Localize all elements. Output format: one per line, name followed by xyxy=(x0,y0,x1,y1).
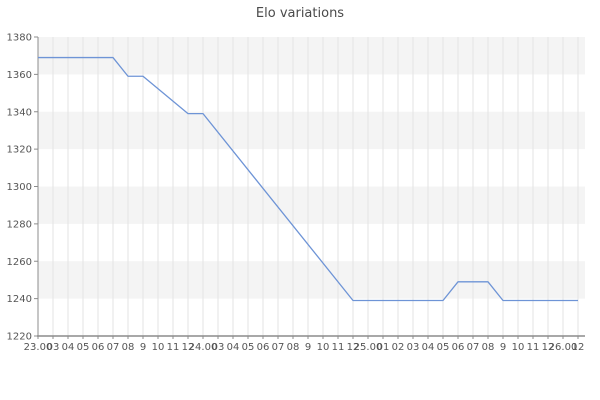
x-tick-label: 11 xyxy=(332,342,345,353)
y-tick-label: 1360 xyxy=(7,70,32,81)
x-tick-label: 04 xyxy=(62,342,75,353)
x-tick-label: 05 xyxy=(77,342,90,353)
elo-series-line xyxy=(38,56,578,302)
x-tick-label: 07 xyxy=(272,342,285,353)
y-tick-label: 1240 xyxy=(7,294,32,305)
y-tick-label: 1260 xyxy=(7,257,32,268)
x-tick-label: 02 xyxy=(392,342,405,353)
x-tick-label: 23.00 xyxy=(24,342,53,353)
y-tick-label: 1220 xyxy=(7,332,32,343)
x-tick-label: 12 xyxy=(542,342,555,353)
x-tick-label: 12 xyxy=(572,342,585,353)
x-tick-label: 03 xyxy=(212,342,225,353)
x-tick-label: 10 xyxy=(317,342,330,353)
x-tick-label: 05 xyxy=(437,342,450,353)
x-tick-label: 06 xyxy=(452,342,465,353)
row-band xyxy=(38,111,585,150)
x-tick-label: 25.00 xyxy=(354,342,383,353)
x-tick-label: 9 xyxy=(140,342,146,353)
x-tick-label: 26.00 xyxy=(549,342,578,353)
x-tick-label: 11 xyxy=(167,342,180,353)
x-tick-label: 9 xyxy=(500,342,506,353)
y-tick-label: 1340 xyxy=(7,107,32,118)
x-tick-label: 9 xyxy=(305,342,311,353)
row-band xyxy=(38,186,585,224)
x-tick-label: 07 xyxy=(107,342,120,353)
chart-title: Elo variations xyxy=(255,6,345,21)
x-tick-label: 05 xyxy=(242,342,255,353)
x-tick-label: 01 xyxy=(377,342,390,353)
x-tick-label: 04 xyxy=(422,342,435,353)
y-tick-label: 1380 xyxy=(7,33,32,44)
x-tick-label: 06 xyxy=(92,342,105,353)
x-tick-label: 08 xyxy=(287,342,300,353)
x-tick-label: 03 xyxy=(47,342,60,353)
x-tick-label: 08 xyxy=(482,342,495,353)
x-tick-label: 11 xyxy=(527,342,540,353)
y-tick-label: 1300 xyxy=(7,182,32,193)
row-band xyxy=(38,261,585,299)
x-tick-label: 10 xyxy=(512,342,525,353)
x-tick-label: 03 xyxy=(407,342,420,353)
x-tick-label: 24.00 xyxy=(189,342,218,353)
x-tick-label: 04 xyxy=(227,342,240,353)
x-tick-label: 06 xyxy=(257,342,270,353)
x-tick-label: 07 xyxy=(467,342,480,353)
y-tick-label: 1320 xyxy=(7,145,32,156)
row-band xyxy=(38,37,585,75)
x-tick-label: 10 xyxy=(152,342,165,353)
x-tick-label: 08 xyxy=(122,342,135,353)
x-tick-label: 12 xyxy=(347,342,360,353)
x-tick-label: 12 xyxy=(182,342,195,353)
y-tick-label: 1280 xyxy=(7,219,32,230)
